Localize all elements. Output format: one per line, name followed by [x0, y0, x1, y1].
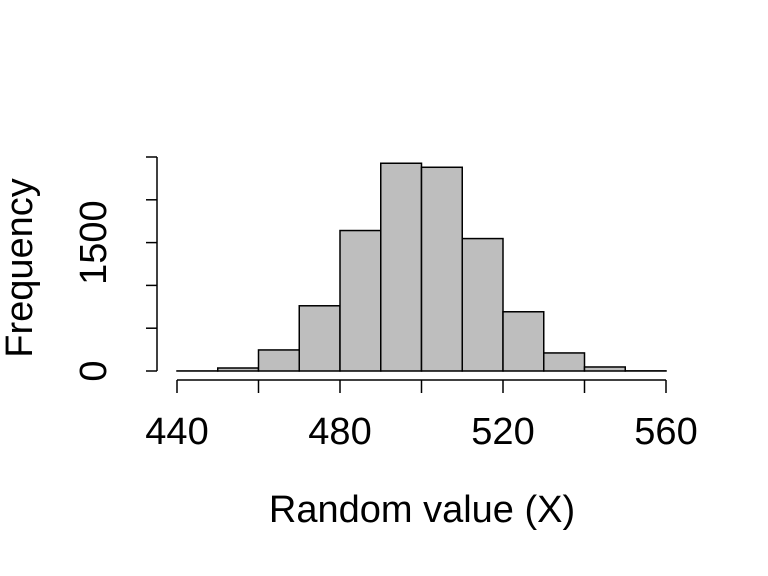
bar [420, 166, 463, 372]
bar [583, 366, 626, 372]
x-tick-label: 520 [471, 411, 534, 453]
bar [298, 305, 341, 372]
bar [461, 237, 504, 372]
y-tick-label: 1500 [73, 200, 115, 285]
bar [380, 162, 423, 372]
bar [543, 352, 586, 372]
bar [217, 367, 260, 372]
bar [339, 229, 382, 372]
bar [502, 311, 545, 372]
x-tick-label: 560 [634, 411, 697, 453]
bar [257, 349, 300, 372]
x-axis-title: Random value (X) [269, 489, 575, 531]
y-tick-label: 0 [73, 360, 115, 381]
x-tick-label: 480 [308, 411, 371, 453]
y-axis-title: Frequency [0, 178, 41, 358]
x-tick-label: 440 [145, 411, 208, 453]
